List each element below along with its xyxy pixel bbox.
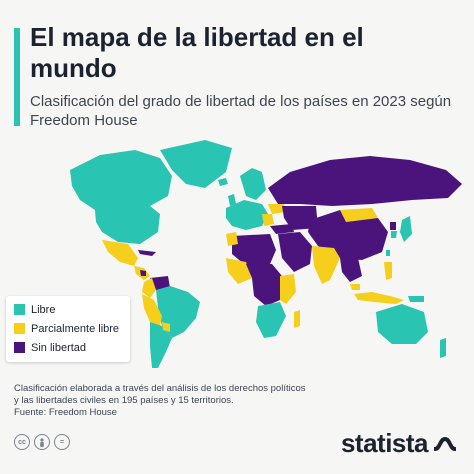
region-korea-north: [390, 222, 396, 230]
region-uk: [228, 194, 236, 206]
legend-label-parcial: Parcialmente libre: [31, 322, 120, 335]
region-mexico: [102, 240, 138, 266]
region-central-asia: [282, 206, 318, 230]
region-greenland: [160, 140, 232, 188]
region-western-europe: [226, 200, 268, 230]
source-line: Fuente: Freedom House: [14, 407, 117, 418]
region-mongolia: [340, 208, 378, 222]
region-southern-cone: [150, 322, 172, 368]
statista-logo[interactable]: statista: [341, 428, 456, 459]
legend-label-libre: Libre: [31, 303, 56, 316]
region-papua: [408, 296, 424, 302]
region-usa: [95, 206, 160, 244]
legend-item-libre: Libre: [14, 300, 130, 319]
map-legend: Libre Parcialmente libre Sin libertad: [6, 296, 130, 362]
legend-swatch-parcial: [14, 323, 25, 334]
region-peru-bolivia: [142, 294, 162, 326]
note-line-1: Clasificación elaborada a través del aná…: [14, 383, 306, 394]
region-southern-africa: [256, 302, 286, 338]
region-iceland: [218, 178, 228, 186]
legend-swatch-libre: [14, 304, 25, 315]
region-west-africa: [226, 258, 252, 284]
region-colombia: [142, 278, 156, 298]
region-india: [312, 246, 340, 284]
region-russia: [268, 156, 462, 206]
region-malaysia: [350, 284, 360, 290]
cc-icon[interactable]: cc: [14, 434, 30, 450]
region-canada: [70, 150, 172, 212]
region-middle-east: [278, 232, 312, 272]
license-icons: cc =: [14, 434, 74, 450]
region-scandinavia: [240, 168, 266, 200]
region-north-africa: [232, 234, 276, 264]
footer: cc = statista: [0, 422, 474, 474]
region-turkey: [270, 224, 294, 234]
region-australia: [376, 304, 428, 344]
statista-wave-icon: [434, 436, 456, 451]
region-japan: [400, 216, 412, 242]
region-madagascar: [294, 310, 300, 328]
accent-bar: [14, 28, 20, 126]
notes: Clasificación elaborada a través del aná…: [14, 383, 454, 419]
region-korea-south: [391, 231, 397, 238]
world-map: [70, 140, 462, 368]
legend-item-sin: Sin libertad: [14, 338, 130, 357]
region-cuba: [138, 250, 156, 256]
region-morocco: [226, 232, 238, 246]
legend-label-sin: Sin libertad: [31, 341, 87, 354]
page-subtitle: Clasificación del grado de libertad de l…: [30, 93, 452, 129]
region-new-zealand: [440, 338, 446, 358]
region-nicaragua: [140, 270, 146, 276]
person-icon[interactable]: [34, 434, 50, 450]
region-venezuela: [150, 276, 170, 290]
region-east-africa: [280, 274, 296, 304]
equals-icon[interactable]: =: [54, 434, 70, 450]
page-title: El mapa de la libertad en el mundo: [30, 22, 364, 83]
legend-item-parcial: Parcialmente libre: [14, 319, 130, 338]
legend-swatch-sin: [14, 342, 25, 353]
region-ukraine: [268, 204, 286, 214]
region-paraguay: [162, 322, 170, 332]
region-taiwan: [386, 250, 390, 256]
region-central-africa: [246, 264, 282, 306]
region-balkans: [262, 214, 274, 226]
note-line-2: y las libertades civiles en 195 países y…: [14, 395, 234, 406]
region-southeast-asia: [340, 258, 362, 282]
brand-name: statista: [340, 428, 429, 458]
region-philippines: [384, 262, 392, 280]
region-indonesia: [354, 292, 404, 304]
